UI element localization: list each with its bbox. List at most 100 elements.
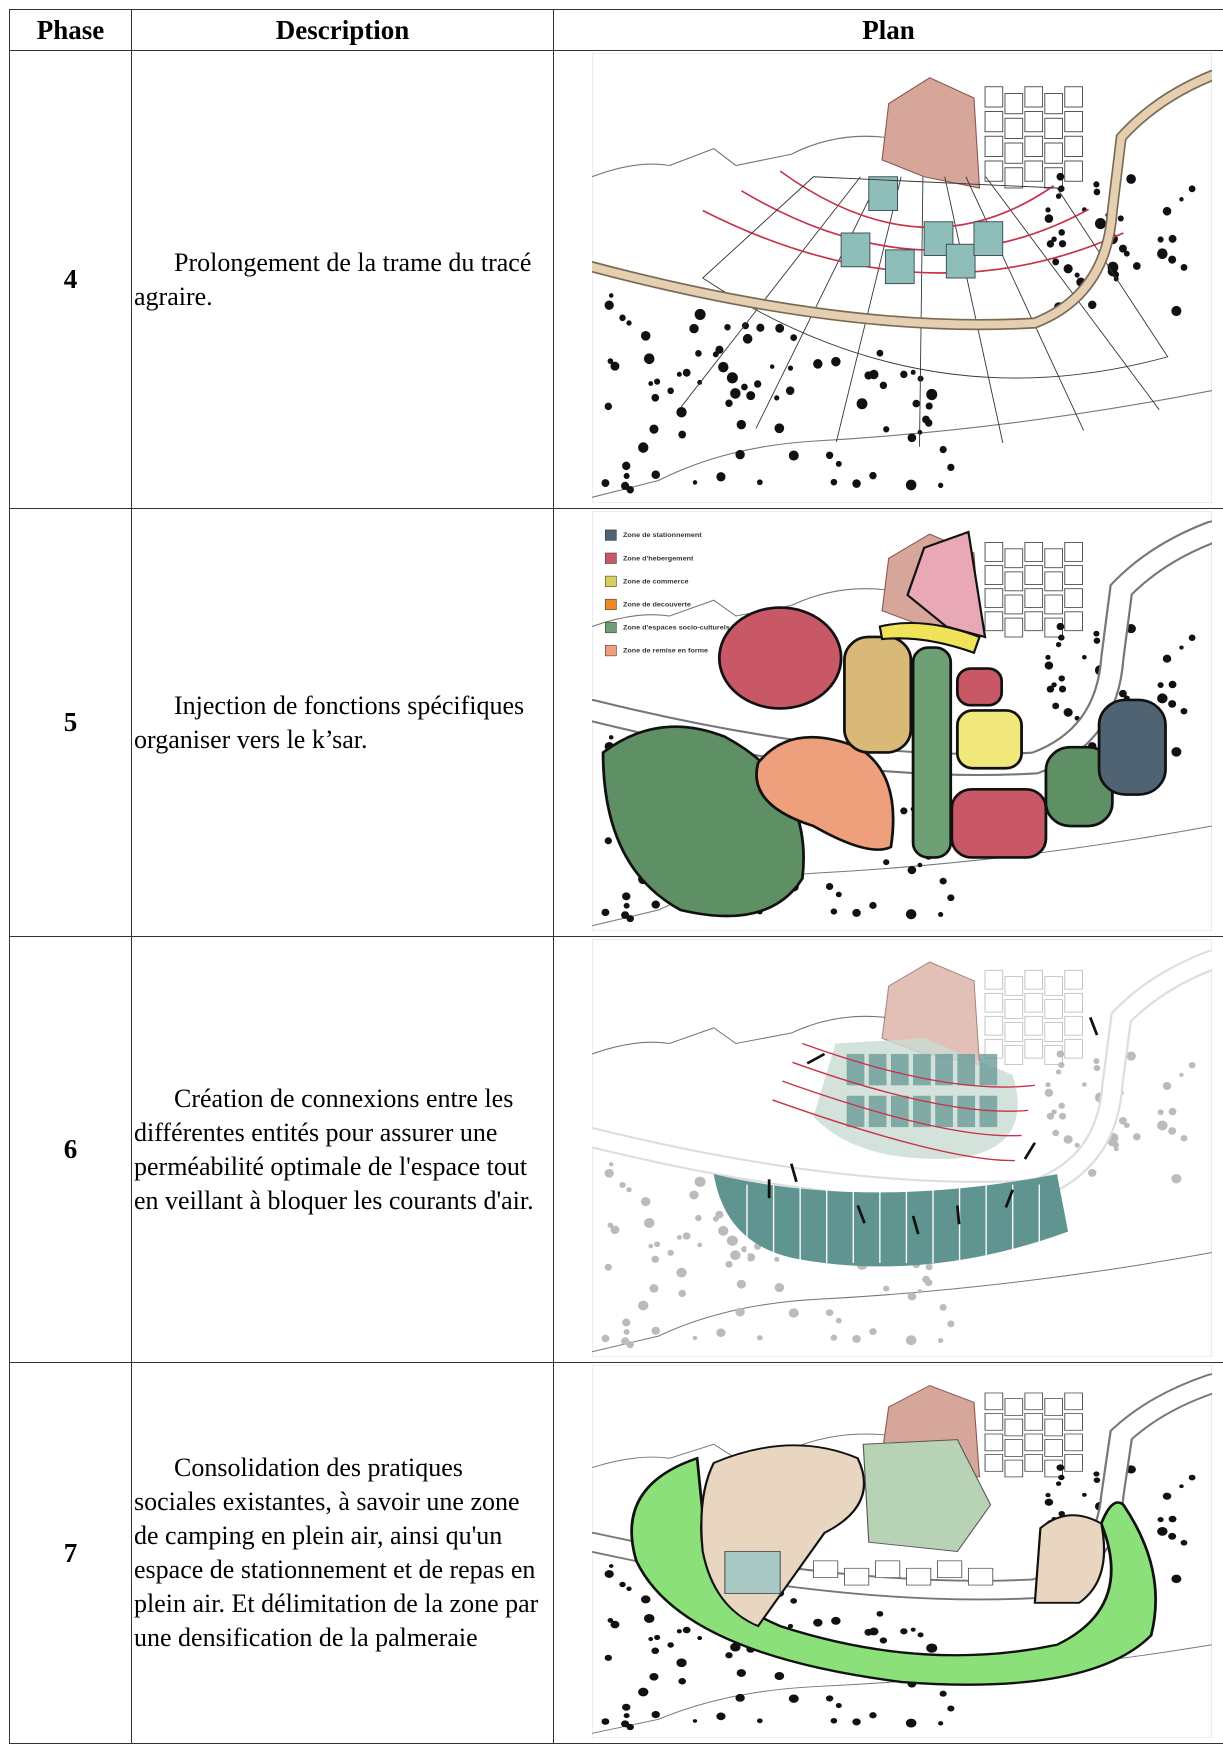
tree [623,472,630,480]
building [984,992,1004,1013]
tree [910,369,916,375]
zone-forme [755,735,895,851]
arrow [789,1163,798,1183]
tree [869,1712,877,1719]
tree [1168,1532,1177,1540]
block [890,1053,909,1086]
tree [1168,255,1177,264]
tree [907,433,917,443]
legend-swatch [605,645,617,657]
tree [638,1687,649,1697]
building [1064,565,1083,585]
tree [1058,185,1065,192]
building [1044,548,1063,569]
tree [651,1710,661,1719]
green-zone [862,1439,992,1553]
tree [1058,634,1065,641]
zone-hebergement [950,787,1048,859]
tree [756,1718,763,1724]
tree [879,1637,888,1644]
building [984,1015,1004,1036]
tree [1118,689,1127,698]
tree [610,1620,620,1629]
building [1064,1392,1083,1411]
block [913,1095,931,1128]
tree [694,308,706,320]
trace-line [944,176,1004,443]
description-cell: Injection de fonctions spécifiques organ… [131,508,554,937]
tree [718,1225,729,1236]
building [1024,135,1044,157]
tree [648,1637,654,1642]
tree [1051,236,1057,242]
tree [607,1618,614,1623]
tree [907,1292,917,1301]
building [1044,1439,1063,1457]
tree [735,449,745,460]
tree [883,1285,890,1292]
building [1044,1398,1063,1416]
tree [947,894,955,902]
tree [1093,1471,1100,1477]
tree [879,381,888,390]
tree [676,1235,682,1240]
legend-swatch [605,622,617,634]
phase-table: Phase Description Plan 4 Prolongement de … [9,9,1223,1744]
tree [1046,240,1055,248]
coastline [592,1251,1212,1353]
tree [925,1263,933,1271]
tree [774,1256,780,1262]
tree [638,442,649,453]
tree [1055,193,1062,199]
tree [604,1168,614,1178]
tree [601,1334,610,1343]
tree [1093,637,1101,644]
tree [1157,1517,1164,1523]
tree [785,386,795,395]
tree [604,1654,612,1661]
tree [692,480,698,485]
coastline [592,588,886,627]
tree [1180,1135,1188,1142]
block [935,1053,953,1086]
tree [835,1317,842,1324]
tree [1044,661,1054,670]
building [1064,969,1083,990]
building [1044,594,1063,615]
tree [1056,1050,1065,1058]
trace-line [919,176,924,447]
building [1064,542,1083,562]
building [1004,1045,1024,1065]
tree [654,1241,661,1248]
block [973,221,1004,256]
tree [678,1678,687,1685]
building [1004,1459,1024,1478]
tree [835,891,842,898]
tree [905,1335,917,1346]
tree [730,1642,741,1652]
tree [1055,1481,1062,1486]
building [1064,1038,1083,1059]
tree [604,1570,614,1578]
tree [695,350,702,357]
building [1064,111,1083,133]
arrow [911,1215,920,1235]
tree [1180,264,1188,271]
table-row: 7 Consolidation des pratiques sociales ex… [9,1362,1223,1744]
tree [905,1718,917,1728]
tree [676,1267,687,1278]
tree [676,1658,687,1668]
tree [736,1279,746,1289]
description-cell: Consolidation des pratiques sociales exi… [131,1362,554,1744]
zone-stationnement [1097,698,1167,796]
tree [746,391,756,401]
building [1064,1433,1083,1452]
phase-number: 6 [9,936,132,1363]
tree [654,1634,661,1640]
tree [1168,234,1177,243]
tree [697,1242,703,1248]
tree [1051,682,1057,688]
tree [924,1279,933,1287]
tree [619,1581,626,1588]
